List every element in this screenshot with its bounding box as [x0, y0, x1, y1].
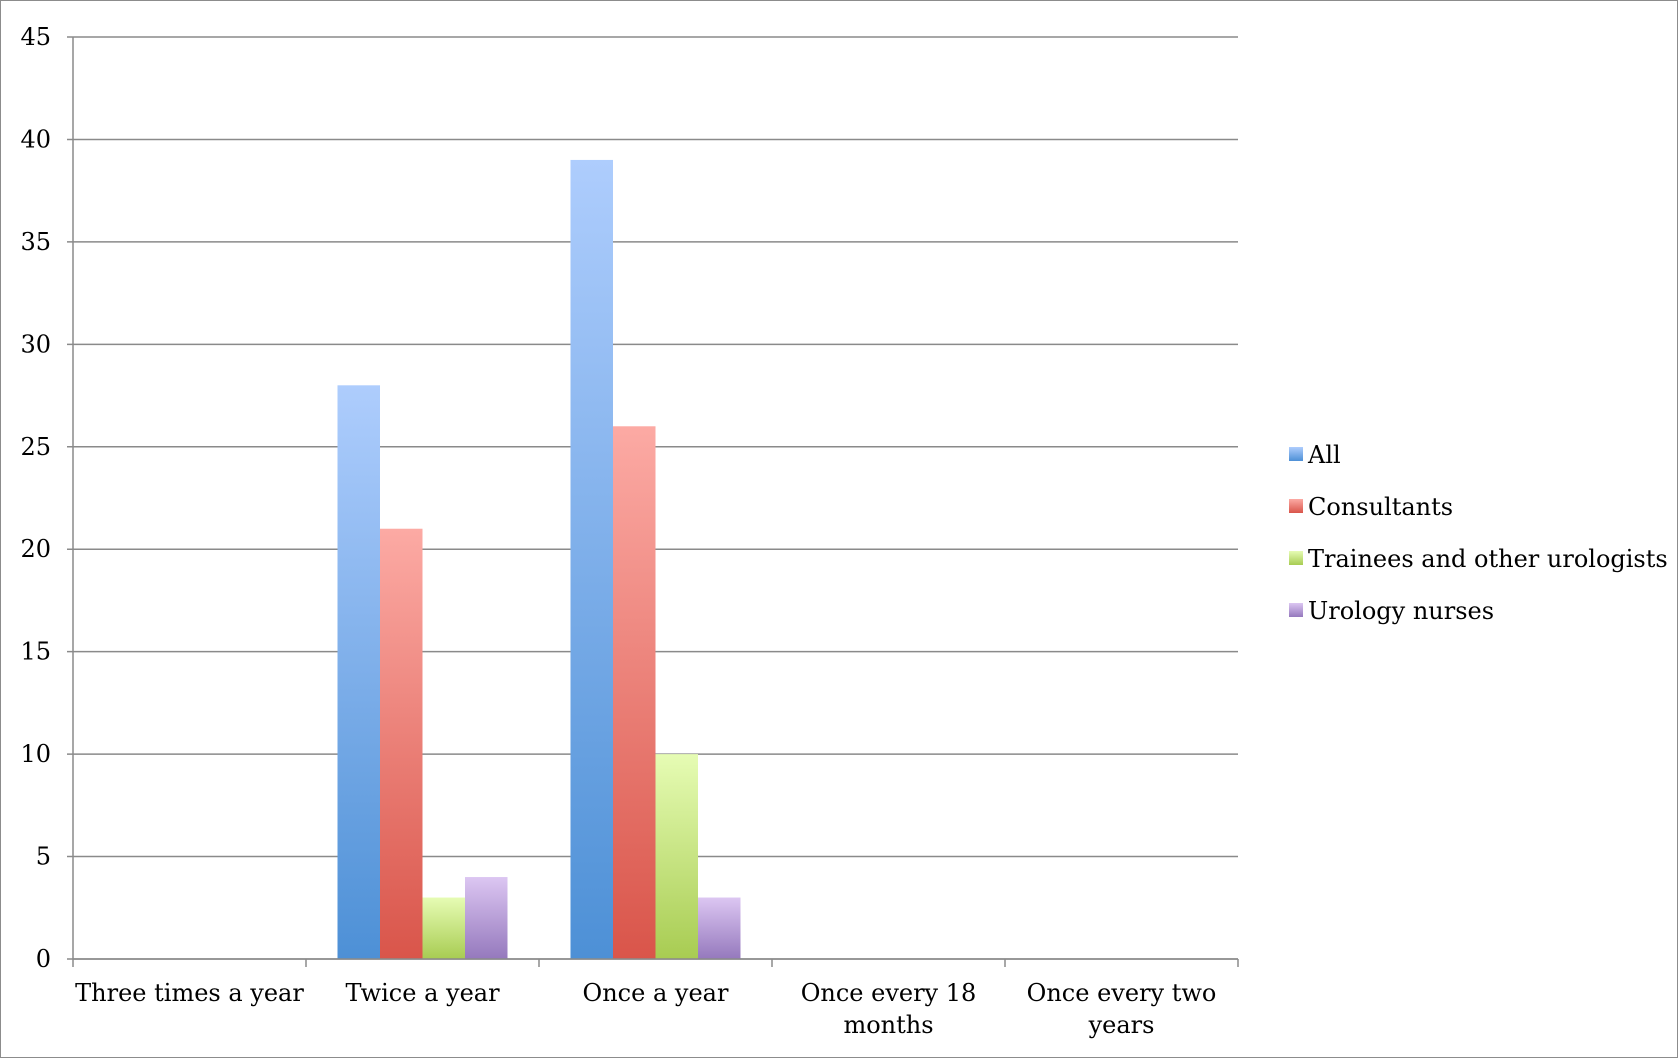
y-tick-label: 40 [20, 125, 51, 153]
bar-trainees-and-other-urologists [422, 897, 465, 959]
y-tick-label: 35 [20, 228, 51, 256]
y-tick-label: 45 [20, 23, 51, 51]
bars [337, 159, 741, 959]
y-tick-label: 30 [20, 330, 51, 358]
legend-item: Consultants [1289, 493, 1453, 521]
legend-item: All [1289, 441, 1341, 469]
legend-label: Urology nurses [1308, 597, 1494, 625]
bar-all [337, 385, 380, 959]
x-tick-label: Once every two years [1027, 979, 1217, 1039]
bar-urology-nurses [698, 897, 741, 959]
x-tick-label: Once a year [583, 979, 729, 1007]
y-tick-label: 10 [20, 740, 51, 768]
y-tick-label: 25 [20, 433, 51, 461]
x-axis-labels: Three times a year Twice a year Once a yea… [75, 979, 1216, 1039]
x-tick-label: Twice a year [345, 979, 500, 1007]
x-tick-label: Three times a year [75, 979, 304, 1007]
bar-all [570, 159, 613, 959]
legend-label: Consultants [1308, 493, 1453, 521]
legend: All Consultants Trainees and other urologi… [1289, 441, 1668, 625]
y-axis-ticks: 0 5 10 15 20 25 30 35 40 45 [20, 23, 51, 973]
y-tick-label: 20 [20, 535, 51, 563]
x-tick-label: Once every 18 months [801, 979, 977, 1039]
bar-trainees-and-other-urologists [655, 754, 698, 959]
legend-item: Urology nurses [1289, 597, 1494, 625]
legend-swatch [1289, 603, 1303, 617]
bar-consultants [613, 426, 656, 959]
legend-label: All [1307, 441, 1341, 469]
legend-swatch [1289, 499, 1303, 513]
bar-consultants [380, 528, 423, 959]
legend-swatch [1289, 447, 1303, 461]
axes [72, 37, 1239, 967]
bar-urology-nurses [465, 877, 508, 959]
y-tick-label: 5 [36, 843, 51, 871]
y-tick-label: 0 [36, 945, 51, 973]
legend-label: Trainees and other urologists [1308, 545, 1668, 573]
legend-item: Trainees and other urologists [1289, 545, 1668, 573]
legend-swatch [1289, 551, 1303, 565]
y-tick-label: 15 [20, 638, 51, 666]
